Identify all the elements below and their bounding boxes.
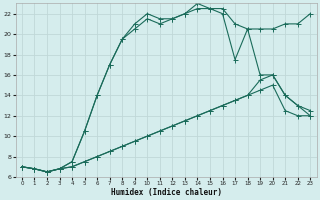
X-axis label: Humidex (Indice chaleur): Humidex (Indice chaleur) xyxy=(111,188,221,197)
